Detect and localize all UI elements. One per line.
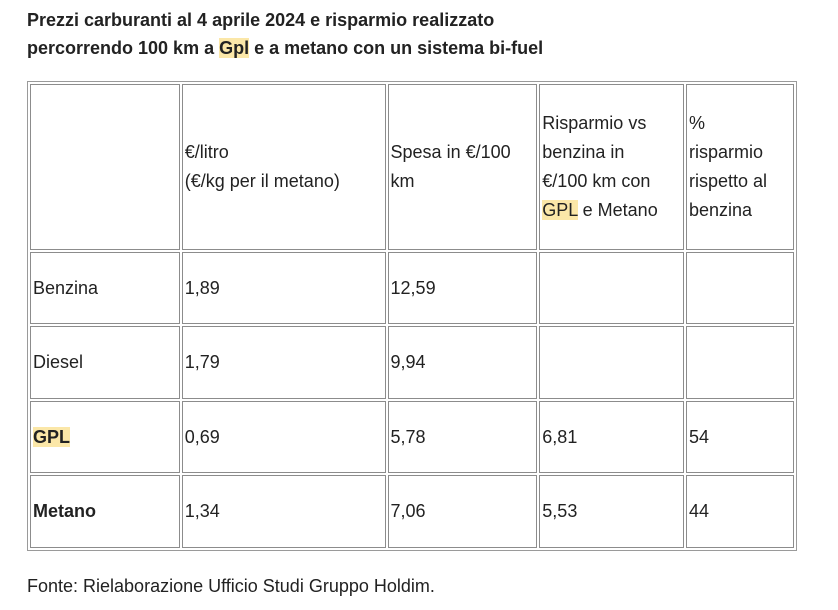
source-caption: Fonte: Rielaborazione Ufficio Studi Grup… (27, 576, 435, 596)
saving-cell: 6,81 (539, 400, 684, 474)
cost-cell: 7,06 (387, 475, 538, 548)
table-title: Prezzi carburanti al 4 aprile 2024 e ris… (27, 6, 817, 62)
header-price: €/litro (€/kg per il metano) (181, 84, 386, 250)
title-line-2: percorrendo 100 km a Gpl e a metano con … (27, 34, 817, 62)
fuel-name: Metano (30, 475, 180, 548)
percent-cell (685, 326, 794, 399)
table-row-gpl: GPL 0,69 5,78 6,81 54 (30, 400, 794, 474)
title-line-2-post: e a metano con un sistema bi-fuel (249, 38, 544, 58)
fuel-prices-table: €/litro (€/kg per il metano) Spesa in €/… (27, 81, 797, 551)
gpl-highlight[interactable]: GPL (33, 426, 71, 447)
header-percent: % risparmio rispetto al benzina (685, 84, 794, 250)
header-savings-post: e Metano (577, 199, 658, 220)
cost-cell: 5,78 (387, 400, 538, 474)
cost-cell: 12,59 (387, 251, 538, 325)
title-gpl-highlight[interactable]: Gpl (219, 38, 250, 58)
saving-cell (539, 251, 684, 325)
table-row-diesel: Diesel 1,79 9,94 (30, 326, 794, 399)
header-savings: Risparmio vs benzina in €/100 km con GPL… (539, 84, 684, 250)
percent-cell: 54 (685, 400, 794, 474)
table-header-row: €/litro (€/kg per il metano) Spesa in €/… (30, 84, 794, 250)
header-savings-pre: Risparmio vs benzina in €/100 km con (542, 112, 651, 191)
table-row-metano: Metano 1,34 7,06 5,53 44 (30, 475, 794, 548)
header-cost: Spesa in €/100 km (387, 84, 538, 250)
price-cell: 0,69 (181, 400, 386, 474)
price-cell: 1,89 (181, 251, 386, 325)
price-cell: 1,34 (181, 475, 386, 548)
percent-cell: 44 (685, 475, 794, 548)
saving-cell (539, 326, 684, 399)
fuel-name: Benzina (30, 251, 180, 325)
title-line-2-pre: percorrendo 100 km a (27, 38, 220, 58)
saving-cell: 5,53 (539, 475, 684, 548)
cost-cell: 9,94 (387, 326, 538, 399)
percent-cell (685, 251, 794, 325)
title-line-1: Prezzi carburanti al 4 aprile 2024 e ris… (27, 10, 495, 30)
fuel-name: GPL (30, 400, 180, 474)
header-savings-gpl-highlight[interactable]: GPL (542, 199, 578, 220)
header-cell-empty (30, 84, 180, 250)
table-row-benzina: Benzina 1,89 12,59 (30, 251, 794, 325)
price-cell: 1,79 (181, 326, 386, 399)
fuel-name: Diesel (30, 326, 180, 399)
